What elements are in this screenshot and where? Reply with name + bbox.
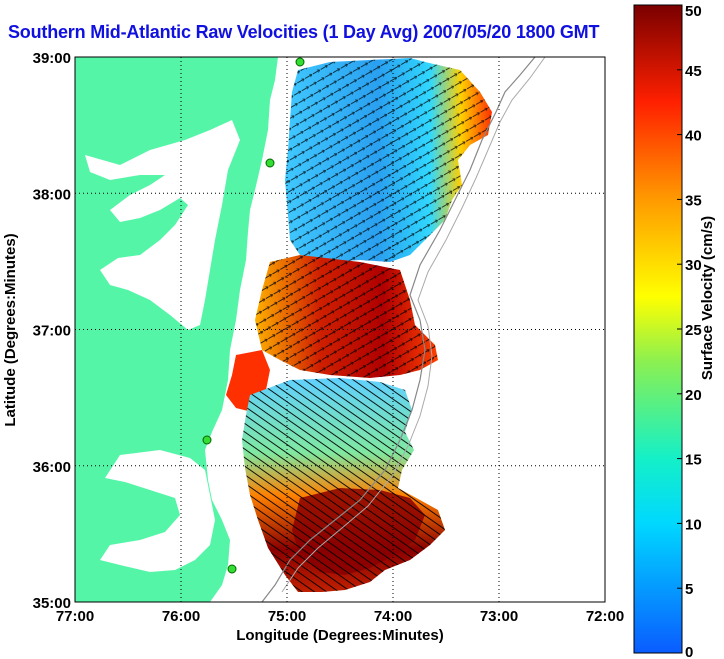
x-tick-label: 75:00: [268, 608, 306, 625]
colorbar-tick-label: 45: [685, 63, 702, 80]
depth-contour: [261, 57, 536, 602]
y-axis-label: Latitude (Degrees:Minutes): [2, 233, 19, 426]
colorbar-tick-label: 30: [685, 257, 702, 274]
x-axis-ticks: 77:00 76:00 75:00 74:00 73:00 72:00: [56, 608, 624, 625]
y-tick-label: 38:00: [33, 186, 71, 203]
velocity-arrows-north: [285, 58, 492, 262]
y-axis-ticks: 39:00 38:00 37:00 36:00 35:00: [33, 50, 71, 612]
radar-site-marker: [265, 158, 275, 168]
chart-title: Southern Mid-Atlantic Raw Velocities (1 …: [8, 22, 600, 42]
colorbar-tick-label: 20: [685, 387, 702, 404]
colorbar-tick-label: 50: [685, 3, 702, 20]
velocity-arrows-south: [242, 378, 445, 592]
colorbar-label: Surface Velocity (cm/s): [699, 216, 716, 380]
colorbar-tick-label: 15: [685, 452, 702, 469]
colorbar-tick-label: 40: [685, 128, 702, 145]
pamlico-sound: [100, 450, 215, 572]
colorbar-tick-label: 5: [685, 581, 693, 598]
x-axis-label: Longitude (Degrees:Minutes): [236, 627, 444, 644]
x-tick-label: 76:00: [162, 608, 200, 625]
chesapeake-bay: [85, 120, 240, 330]
x-tick-label: 77:00: [56, 608, 94, 625]
colorbar-tick-label: 35: [685, 192, 702, 209]
colorbar-tick-label: 25: [685, 322, 702, 339]
radar-site-marker: [202, 435, 212, 445]
y-tick-label: 35:00: [33, 595, 71, 612]
x-tick-label: 73:00: [480, 608, 518, 625]
x-tick-label: 72:00: [586, 608, 624, 625]
x-tick-label: 74:00: [374, 608, 412, 625]
depth-contour-2: [281, 57, 546, 593]
plot-frame: [74, 56, 606, 603]
y-tick-label: 37:00: [33, 323, 71, 340]
radar-site-marker: [227, 564, 237, 574]
colorbar-tick-label: 10: [685, 516, 702, 533]
grid-lines: [75, 57, 605, 602]
velocity-arrows-middle: [255, 255, 438, 378]
colorbar: [633, 4, 683, 654]
y-tick-label: 39:00: [33, 50, 71, 67]
colorbar-tick-label: 0: [685, 644, 693, 659]
y-tick-label: 36:00: [33, 459, 71, 476]
radar-site-marker: [295, 57, 305, 67]
